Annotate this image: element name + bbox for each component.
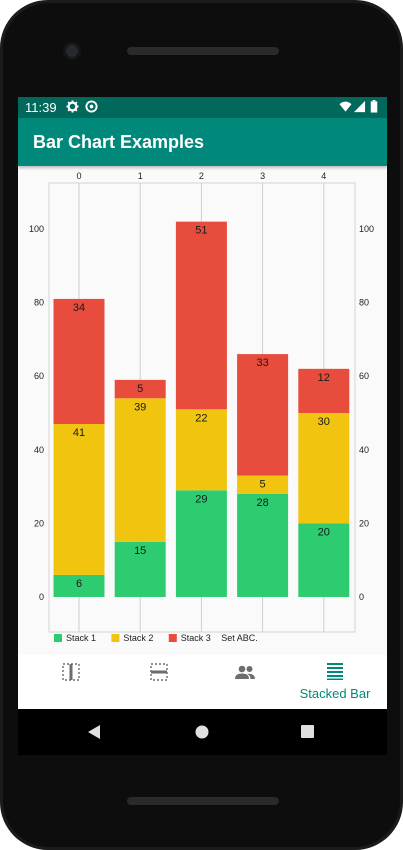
bar-value-label: 33 <box>256 357 268 369</box>
overview-square-icon <box>301 725 314 738</box>
settings-icon <box>66 100 79 113</box>
bar-value-label: 6 <box>76 578 82 590</box>
back-triangle-icon <box>88 725 100 739</box>
legend-swatch <box>168 634 177 642</box>
bar-segment <box>53 298 105 425</box>
app-bar: Bar Chart Examples <box>18 118 387 166</box>
bar-value-label: 30 <box>318 416 330 428</box>
x-tick-label: 2 <box>199 171 204 181</box>
legend-label: Stack 3 <box>181 633 211 643</box>
bar-segment <box>175 409 227 491</box>
top-speaker <box>127 47 279 55</box>
x-tick-label: 3 <box>260 171 265 181</box>
nav-label-stacked-bar: Stacked Bar <box>299 686 371 701</box>
bar-segment <box>175 490 227 597</box>
people-icon <box>235 665 255 679</box>
vertical-bars-icon <box>62 663 80 681</box>
stacked-bar-chart[interactable]: 0 1 2 3 4 0 0 20 20 40 40 60 60 80 80 100 100 6 41 34 15 39 5 2… <box>18 166 387 655</box>
bar-value-label: 20 <box>318 526 330 538</box>
bar-segment <box>298 413 350 524</box>
y-tick-label-left: 40 <box>34 445 44 455</box>
bar-segment <box>114 541 166 597</box>
bar-value-label: 5 <box>260 479 266 491</box>
battery-icon <box>370 100 378 113</box>
y-tick-label-right: 80 <box>359 298 369 308</box>
bar-value-label: 51 <box>195 225 207 237</box>
wifi-icon <box>339 101 352 112</box>
app-title: Bar Chart Examples <box>33 132 205 152</box>
bar-segment <box>175 221 227 410</box>
bar-value-label: 41 <box>73 427 85 439</box>
y-tick-label-left: 60 <box>34 371 44 381</box>
nav-item-vertical-bars[interactable] <box>36 655 106 709</box>
bar-value-label: 5 <box>137 383 143 395</box>
nav-item-horizontal-bars[interactable] <box>124 655 194 709</box>
sync-icon <box>85 100 98 113</box>
bar-segment <box>298 523 350 597</box>
y-tick-label-left: 100 <box>29 224 44 234</box>
home-button[interactable] <box>182 709 222 755</box>
bar-value-label: 12 <box>318 372 330 384</box>
bar-value-label: 22 <box>195 412 207 424</box>
bar-value-label: 15 <box>134 545 146 557</box>
system-navigation-bar <box>18 709 387 755</box>
x-tick-label: 1 <box>138 171 143 181</box>
status-bar: 11:39 <box>18 97 387 118</box>
nav-item-stacked-bar[interactable]: Stacked Bar <box>290 655 380 709</box>
stacked-bar-icon <box>327 663 343 680</box>
overview-button[interactable] <box>288 709 328 755</box>
bar-segment <box>237 493 289 597</box>
bar-value-label: 28 <box>256 497 268 509</box>
y-tick-label-left: 80 <box>34 298 44 308</box>
bottom-speaker <box>127 797 279 805</box>
bar-segment <box>114 398 166 542</box>
y-tick-label-left: 20 <box>34 518 44 528</box>
bar-value-label: 34 <box>73 302 85 314</box>
bar-segment <box>53 424 105 575</box>
y-tick-label-right: 100 <box>359 224 374 234</box>
bar-value-label: 39 <box>134 401 146 413</box>
nav-item-people[interactable] <box>210 655 280 709</box>
legend-label: Stack 2 <box>123 633 153 643</box>
y-tick-label-right: 0 <box>359 592 364 602</box>
bar-segment <box>237 475 289 494</box>
y-tick-label-left: 0 <box>39 592 44 602</box>
bottom-navigation: Stacked Bar <box>18 655 387 709</box>
x-tick-label: 4 <box>321 171 326 181</box>
x-tick-label: 0 <box>76 171 81 181</box>
legend-swatch <box>111 634 120 642</box>
bar-segment <box>53 574 105 597</box>
signal-icon <box>353 100 366 113</box>
bar-segment <box>237 354 289 476</box>
y-tick-label-right: 40 <box>359 445 369 455</box>
status-time: 11:39 <box>25 100 57 115</box>
plot-border <box>48 182 356 633</box>
legend-set-label: Set ABC. <box>221 633 258 643</box>
home-circle-icon <box>195 725 209 739</box>
screen: 11:39 <box>18 97 387 709</box>
bar-segment <box>298 368 350 413</box>
y-tick-label-right: 20 <box>359 518 369 528</box>
bar-value-label: 29 <box>195 493 207 505</box>
back-button[interactable] <box>74 709 114 755</box>
horizontal-bars-icon <box>150 663 168 681</box>
front-camera <box>66 45 78 57</box>
legend-swatch <box>54 634 62 642</box>
y-tick-label-right: 60 <box>359 371 369 381</box>
bar-segment <box>114 379 166 399</box>
legend-label: Stack 1 <box>66 633 96 643</box>
